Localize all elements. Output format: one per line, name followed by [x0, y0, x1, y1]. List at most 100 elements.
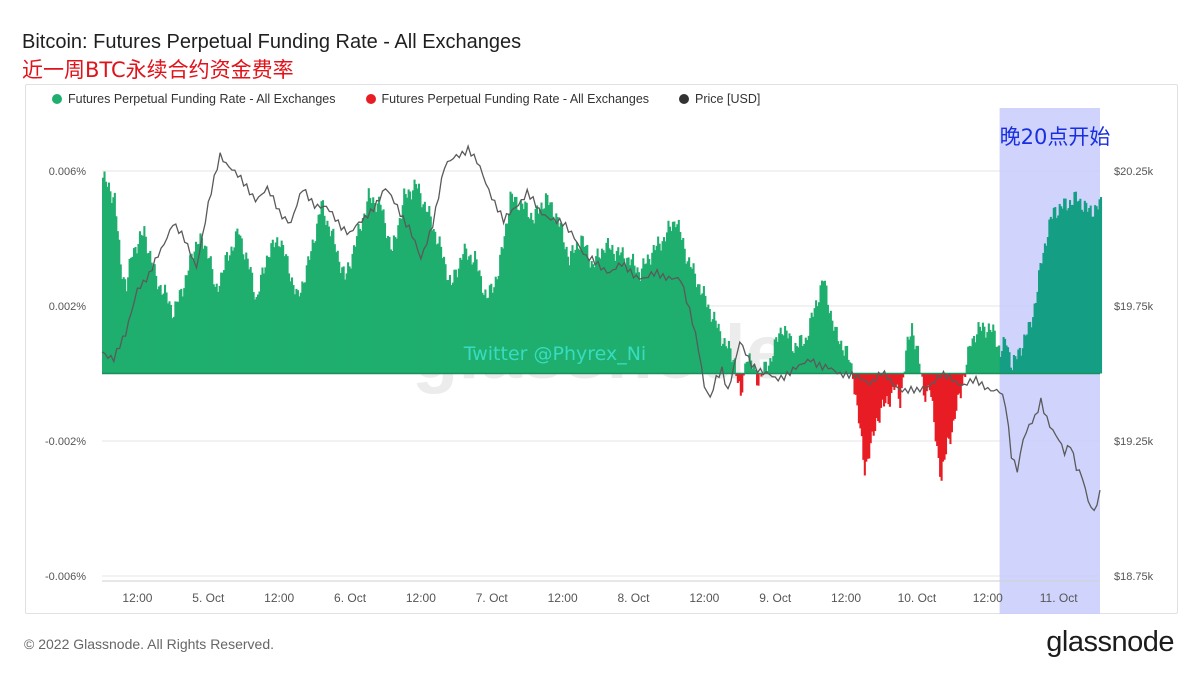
rate-bar-positive: [233, 247, 236, 374]
rate-bar-positive: [527, 217, 530, 374]
rate-bar-positive: [623, 258, 626, 374]
rate-bar-positive: [419, 193, 422, 374]
rate-bar-positive: [630, 259, 633, 374]
rate-bar-negative: [871, 373, 874, 432]
rate-bar-positive: [556, 217, 559, 374]
rate-bar-positive: [420, 207, 423, 374]
rate-bar-positive: [197, 243, 201, 374]
x-tick-label: 11. Oct: [1040, 591, 1078, 605]
rate-bar-positive: [541, 209, 545, 374]
legend-item-negative-rate[interactable]: Futures Perpetual Funding Rate - All Exc…: [365, 92, 650, 106]
rate-bar-positive: [663, 237, 666, 374]
rate-bar-positive: [102, 177, 105, 374]
rate-bar-positive: [1088, 208, 1091, 374]
chart-subtitle: 近一周BTC永续合约资金费率: [22, 58, 294, 82]
rate-bar-positive: [733, 358, 736, 374]
rate-bar-positive: [1057, 215, 1060, 374]
rate-bar-positive: [705, 307, 708, 374]
rate-bar-positive: [410, 199, 413, 374]
rate-bar-positive: [722, 343, 725, 374]
rate-bar-positive: [797, 347, 800, 374]
rate-bar-positive: [261, 267, 264, 374]
rate-bar-positive: [602, 250, 605, 374]
rate-bar-positive: [147, 252, 150, 374]
rate-bar-positive: [262, 273, 265, 374]
rate-bar-positive: [720, 345, 723, 374]
rate-bar-positive: [323, 215, 326, 374]
rate-bar-positive: [809, 318, 812, 374]
rate-bar-positive: [190, 253, 193, 374]
rate-bar-positive: [277, 246, 280, 374]
rate-bar-positive: [537, 213, 540, 374]
rate-bar-positive: [386, 235, 390, 374]
rate-bar-negative: [933, 373, 936, 423]
rate-bar-negative: [887, 373, 890, 405]
rate-bar-positive: [794, 342, 797, 374]
rate-bar-positive: [497, 275, 500, 374]
twitter-watermark: Twitter @Phyrex_Ni: [463, 343, 646, 365]
rate-bar-positive: [141, 235, 144, 374]
rate-bar-positive: [1004, 338, 1007, 374]
rate-bar-positive: [581, 236, 584, 374]
rate-bar-positive: [414, 184, 418, 374]
rate-bar-positive: [1011, 370, 1014, 374]
highlight-label: 晚20点开始: [1000, 125, 1111, 149]
rate-bar-positive: [228, 255, 232, 374]
rate-bar-positive: [614, 260, 617, 374]
rate-bar-positive: [611, 244, 614, 374]
rate-bar-positive: [308, 259, 311, 374]
rate-bar-positive: [1054, 207, 1057, 374]
rate-bar-positive: [438, 236, 441, 374]
rate-bar-positive: [618, 255, 621, 374]
rate-bar-positive: [995, 346, 998, 374]
rate-bar-positive: [209, 256, 212, 374]
rate-bar-negative: [961, 373, 964, 386]
rate-bar-positive: [913, 349, 917, 374]
rate-bar-positive: [646, 254, 649, 374]
rate-bar-positive: [339, 273, 342, 374]
legend-label-negative: Futures Perpetual Funding Rate - All Exc…: [381, 92, 650, 106]
rate-bar-positive: [164, 284, 167, 374]
rate-bar-positive: [469, 254, 472, 374]
rate-bar-positive: [547, 204, 550, 374]
rate-bar-positive: [671, 221, 674, 374]
rate-bar-positive: [276, 237, 279, 374]
rate-bar-positive: [686, 261, 689, 374]
rate-bar-negative: [760, 373, 763, 377]
rate-bar-positive: [1066, 210, 1069, 374]
rate-bar-positive: [668, 226, 671, 374]
rate-bar-positive: [639, 280, 642, 374]
rate-bar-positive: [973, 335, 976, 374]
rate-bar-positive: [1032, 317, 1035, 374]
rate-bar-positive: [509, 191, 512, 374]
rate-bar-positive: [831, 320, 834, 374]
rate-bar-positive: [911, 323, 914, 374]
x-tick-label: 7. Oct: [476, 591, 509, 605]
rate-bar-positive: [813, 308, 816, 374]
rate-bar-positive: [751, 368, 754, 374]
rate-bar-positive: [248, 269, 251, 374]
rate-bar-positive: [478, 270, 481, 374]
rate-bar-positive: [289, 281, 292, 374]
legend-item-positive-rate[interactable]: Futures Perpetual Funding Rate - All Exc…: [52, 92, 336, 106]
rate-bar-positive: [996, 346, 999, 374]
rate-bar-positive: [978, 326, 982, 374]
rate-bar-positive: [292, 285, 295, 374]
rate-bar-positive: [394, 237, 397, 374]
rate-bar-positive: [983, 326, 986, 374]
rate-bar-positive: [1026, 334, 1029, 374]
rate-bar-positive: [580, 235, 583, 374]
rate-bar-positive: [1083, 200, 1086, 374]
rate-bar-positive: [748, 353, 751, 374]
rate-bar-positive: [540, 202, 543, 374]
rate-bar-positive: [236, 228, 239, 374]
rate-bar-positive: [754, 369, 757, 374]
rate-bar-positive: [479, 276, 483, 374]
rate-bar-positive: [1091, 216, 1094, 374]
rate-bar-negative: [853, 373, 856, 395]
legend-item-price[interactable]: Price [USD]: [679, 92, 760, 106]
rate-bar-positive: [161, 294, 164, 374]
rate-bar-positive: [311, 239, 314, 374]
rate-bar-positive: [403, 188, 406, 374]
rate-bar-positive: [1009, 367, 1013, 374]
